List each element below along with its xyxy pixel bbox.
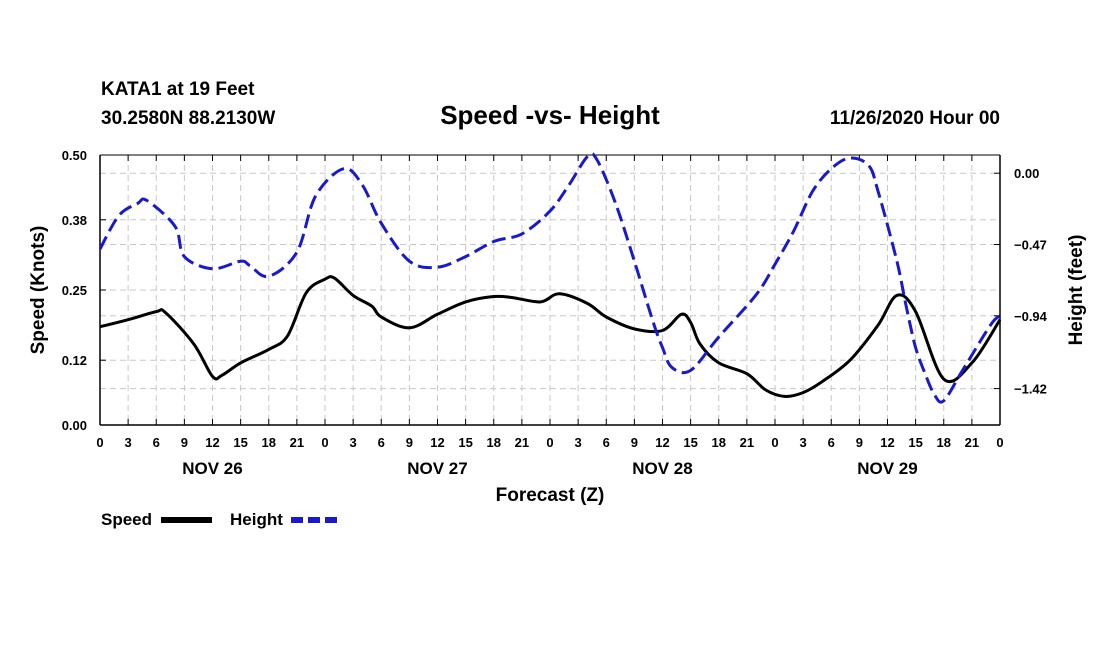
y2-axis-title: Height (feet) (1066, 235, 1087, 346)
x-tick-label: 15 (908, 435, 922, 450)
x-tick-label: 12 (655, 435, 669, 450)
x-tick-label: 6 (828, 435, 835, 450)
y-tick-label: 0.12 (62, 353, 87, 368)
series-layer (98, 151, 1002, 404)
legend-height-label: Height (230, 510, 283, 529)
right-axis: −1.42 −0.94 −0.47 0.00 (994, 166, 1048, 397)
day-label: NOV 27 (407, 459, 467, 478)
x-tick-label: 15 (458, 435, 472, 450)
x-tick-label: 9 (406, 435, 413, 450)
x-tick-label: 3 (350, 435, 357, 450)
x-tick-label: 18 (487, 435, 501, 450)
x-tick-label: 12 (880, 435, 894, 450)
x-tick-label: 9 (856, 435, 863, 450)
day-label: NOV 28 (632, 459, 692, 478)
station-label: KATA1 at 19 Feet (101, 79, 255, 100)
x-tick-label: 15 (683, 435, 697, 450)
x-tick-label: 12 (430, 435, 444, 450)
x-tick-label: 3 (125, 435, 132, 450)
x-axis: 0 3 6 9 12 15 18 21 0 3 6 9 12 15 18 21 0 3 6 9 12 15 18 21 0 3 6 9… (96, 155, 1004, 450)
series-line-speed (99, 275, 1002, 398)
coordinates-label: 30.2580N 88.2130W (101, 108, 275, 129)
x-tick-label: 0 (996, 435, 1003, 450)
x-tick-label: 3 (800, 435, 807, 450)
y-tick-label: 0.38 (62, 213, 87, 228)
x-tick-label: 21 (965, 435, 979, 450)
x-tick-label: 0 (96, 435, 103, 450)
x-tick-label: 18 (712, 435, 726, 450)
x-tick-label: 0 (771, 435, 778, 450)
series-line-height (98, 151, 1002, 404)
x-tick-label: 0 (546, 435, 553, 450)
y-tick-label: 0.50 (62, 148, 87, 163)
y2-tick-label: −0.94 (1014, 309, 1048, 324)
legend-speed-label: Speed (101, 510, 152, 529)
x-tick-label: 0 (321, 435, 328, 450)
y-tick-label: 0.00 (62, 418, 87, 433)
chart-title: Speed -vs- Height (440, 100, 660, 130)
x-tick-label: 18 (937, 435, 951, 450)
x-tick-label: 9 (631, 435, 638, 450)
grid (100, 155, 1000, 425)
left-axis: 0.00 0.12 0.25 0.38 0.50 (62, 148, 106, 433)
x-tick-label: 15 (233, 435, 247, 450)
x-tick-label: 21 (290, 435, 304, 450)
y-tick-label: 0.25 (62, 283, 87, 298)
day-label: NOV 26 (182, 459, 242, 478)
x-tick-label: 6 (153, 435, 160, 450)
x-tick-label: 9 (181, 435, 188, 450)
y2-tick-label: 0.00 (1014, 166, 1039, 181)
x-tick-label: 21 (515, 435, 529, 450)
day-label: NOV 29 (857, 459, 917, 478)
x-tick-label: 12 (205, 435, 219, 450)
x-tick-label: 6 (378, 435, 385, 450)
day-labels: NOV 26 NOV 27 NOV 28 NOV 29 (182, 459, 917, 478)
x-tick-label: 21 (740, 435, 754, 450)
x-tick-label: 3 (575, 435, 582, 450)
y-axis-title: Speed (Knots) (28, 226, 49, 355)
forecast-datetime: 11/26/2020 Hour 00 (830, 108, 1000, 129)
x-tick-label: 18 (262, 435, 276, 450)
y2-tick-label: −1.42 (1014, 382, 1047, 397)
legend: Speed Height (101, 510, 342, 529)
y2-tick-label: −0.47 (1014, 237, 1047, 252)
x-tick-label: 6 (603, 435, 610, 450)
x-axis-title: Forecast (Z) (496, 485, 605, 506)
